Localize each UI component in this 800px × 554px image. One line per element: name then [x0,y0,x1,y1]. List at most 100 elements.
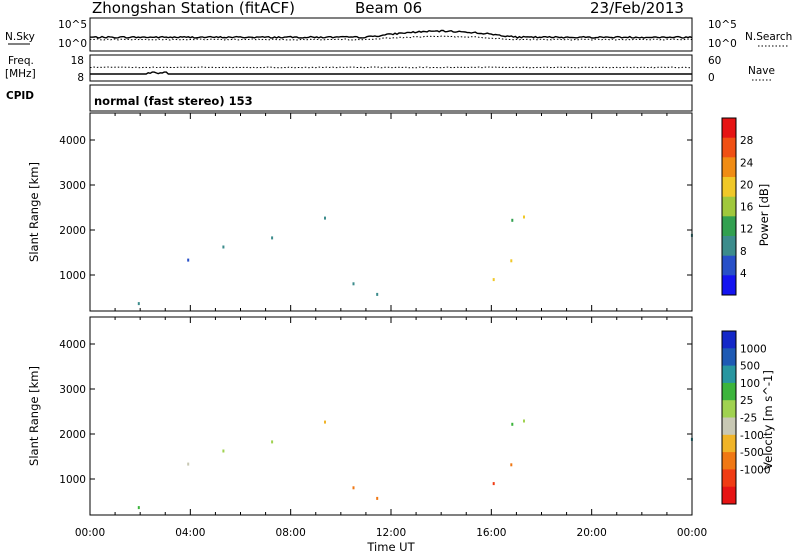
power-colorbar-label: Power [dB] [757,184,771,247]
power-axis: 1000 2000 3000 4000 [59,113,693,311]
velocity-cell [376,496,379,500]
velocity-cell [222,449,225,453]
power-colorbar: 4 8 12 16 20 24 28 [721,117,754,296]
velocity-colorbar: 1000 500 100 25 -25 -100 -500 -1000 [721,330,771,505]
time-tick-label: 00:00 [677,527,707,539]
velocity-colorbar-band [722,365,736,384]
power-cell [511,218,514,222]
velocity-colorbar-tick: 100 [740,378,760,390]
noise-sky-trace [89,29,693,39]
xlabel-time-ut: Time UT [366,540,415,554]
power-cell [187,258,190,262]
noise-panel: N.Sky 10^5 10^0 10^5 10^0 N.Search [5,17,792,52]
time-tick-label: 16:00 [476,527,506,539]
noise-left-label: N.Sky [5,31,35,43]
velocity-colorbar-band [722,331,736,349]
velocity-colorbar-tick: 1000 [740,343,767,355]
cpid-panel: CPID normal (fast stereo) 153 [6,84,693,112]
velocity-colorbar-band [722,417,736,436]
velocity-heatmap [137,419,693,510]
velocity-ylabel: Slant Range [km] [27,366,41,466]
power-cell [137,302,140,306]
power-colorbar-band [722,216,736,237]
time-tick-label: 04:00 [175,527,205,539]
power-cell [222,245,225,249]
velocity-colorbar-band [722,469,736,488]
nave-trace [90,66,693,69]
date-title: 23/Feb/2013 [590,0,684,17]
noise-left-tick-top: 10^5 [58,19,87,31]
velocity-cell [511,422,514,426]
velocity-ytick-label: 1000 [59,474,86,486]
velocity-cell [137,506,140,510]
freq-left-tick-bottom: 8 [77,72,84,84]
time-tick-label: 12:00 [376,527,406,539]
velocity-ytick-label: 2000 [59,429,86,441]
velocity-colorbar-band [722,434,736,453]
velocity-colorbar-band [722,382,736,401]
velocity-colorbar-tick: -25 [740,413,757,425]
power-ytick-label: 4000 [59,135,86,147]
power-colorbar-band [722,118,736,139]
power-colorbar-band [722,255,736,276]
power-colorbar-tick: 20 [740,179,753,191]
velocity-cell [187,462,190,466]
velocity-colorbar-tick: 500 [740,361,760,373]
time-tick-label: 08:00 [276,527,306,539]
power-colorbar-tick: 16 [740,202,754,214]
power-colorbar-band [722,157,736,178]
noise-right-tick-top: 10^5 [708,19,737,31]
power-colorbar-tick: 4 [740,268,747,280]
velocity-colorbar-band [722,486,736,505]
velocity-ytick-label: 3000 [59,384,86,396]
freq-trace [90,71,692,75]
power-cell [352,282,355,286]
freq-panel-frame [89,54,693,82]
power-colorbar-frame [721,117,737,296]
velocity-colorbar-band [722,452,736,470]
time-tick-label: 00:00 [75,527,105,539]
power-cell [324,216,326,220]
power-cell [492,278,495,282]
velocity-axis: 1000 2000 3000 4000 [59,317,693,515]
velocity-cell [352,486,355,490]
velocity-cell [492,482,495,486]
velocity-ytick-label: 4000 [59,339,86,351]
velocity-colorbar-label: Velocity [m s^-1] [761,370,775,470]
power-heatmap [137,215,693,306]
velocity-colorbar-band [722,348,736,367]
velocity-cell [324,420,326,424]
power-colorbar-band [722,275,736,296]
cpid-value: normal (fast stereo) 153 [94,94,253,108]
noise-right-tick-bottom: 10^0 [708,38,737,50]
power-ylabel: Slant Range [km] [27,162,41,262]
freq-left-tick-top: 18 [71,55,84,67]
power-panel: 1000 2000 3000 4000 Slant Range [km] 4 8 12 16… [27,112,771,312]
noise-panel-frame [89,17,693,52]
velocity-panel-frame [89,316,693,516]
velocity-colorbar-band [722,400,736,418]
power-colorbar-band [722,196,736,217]
velocity-colorbar-tick: -500 [740,447,764,459]
velocity-panel: 1000 2000 3000 4000 Slant Range [km] 1000 50… [27,316,775,516]
power-colorbar-tick: 8 [740,246,747,258]
freq-right-label: Nave [748,65,775,77]
velocity-cell [271,440,274,444]
power-ytick-label: 2000 [59,225,86,237]
power-colorbar-tick: 12 [740,224,753,236]
power-colorbar-band [722,137,736,158]
power-panel-frame [89,112,693,312]
noise-left-tick-bottom: 10^0 [58,38,87,50]
cpid-panel-frame [89,84,693,112]
time-tick-label: 20:00 [577,527,607,539]
velocity-colorbar-tick: 25 [740,395,753,407]
freq-right-tick-bottom: 0 [708,72,715,84]
velocity-colorbar-frame [721,330,737,505]
noise-search-trace [89,35,693,41]
power-colorbar-tick: 24 [740,157,754,169]
power-colorbar-band [722,177,736,198]
freq-right-tick-top: 60 [708,55,721,67]
noise-right-label: N.Search [745,31,792,43]
power-ytick-label: 3000 [59,180,86,192]
